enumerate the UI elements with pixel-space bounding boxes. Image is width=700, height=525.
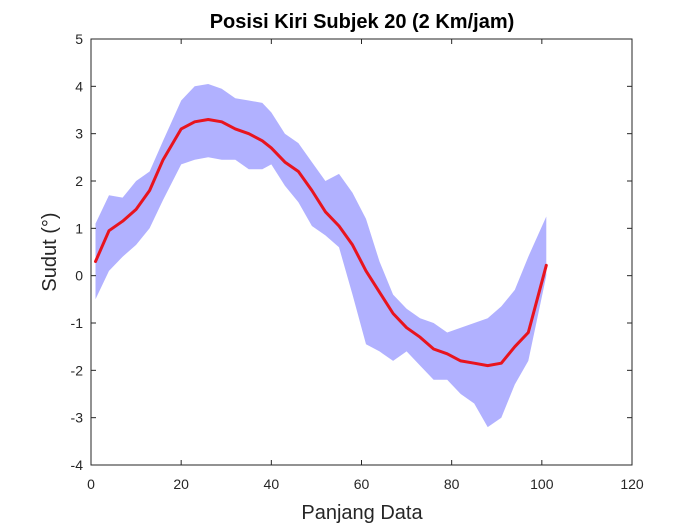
- y-tick-label: -3: [71, 410, 84, 426]
- x-tick-label: 80: [444, 476, 460, 492]
- y-tick-label: 4: [75, 78, 83, 94]
- x-tick-label: 100: [530, 476, 554, 492]
- confidence-band: [95, 84, 547, 428]
- y-tick-label: -1: [71, 315, 84, 331]
- x-tick-label: 20: [173, 476, 189, 492]
- x-tick-label: 40: [264, 476, 280, 492]
- axis-ticks: [90, 38, 633, 466]
- y-tick-label: 3: [75, 126, 83, 142]
- y-tick-label: 2: [75, 173, 83, 189]
- y-tick-label: 0: [75, 268, 83, 284]
- y-tick-label: -4: [71, 457, 84, 473]
- y-tick-label: 1: [75, 220, 83, 236]
- y-tick-label: -2: [71, 362, 84, 378]
- y-axis-label: Sudut (°): [39, 212, 61, 291]
- y-tick-label: 5: [75, 31, 83, 47]
- x-tick-label: 60: [354, 476, 370, 492]
- x-tick-label: 0: [87, 476, 95, 492]
- mean-line: [94, 118, 548, 368]
- chart-title: Posisi Kiri Subjek 20 (2 Km/jam): [210, 11, 515, 33]
- tick-labels: 0 20 40 60 80 100 120 5 4 3 2 1 0 -1 -2 -3 -4: [71, 31, 644, 492]
- x-axis-label: Panjang Data: [301, 502, 423, 524]
- x-tick-label: 120: [620, 476, 644, 492]
